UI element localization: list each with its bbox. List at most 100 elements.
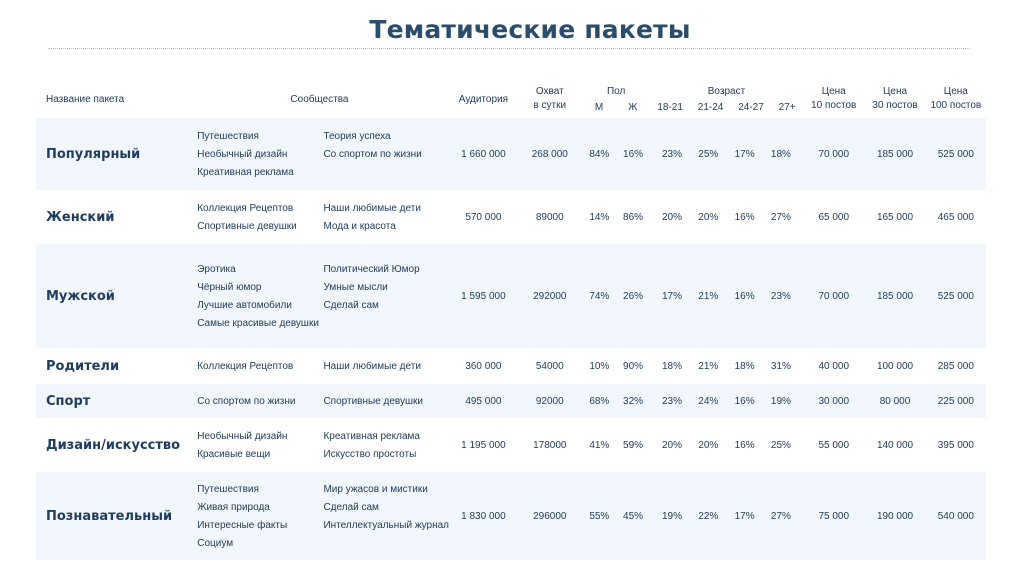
price-30-value: 190 000 (864, 472, 926, 560)
reach-value: 92000 (517, 384, 583, 418)
table-body: Популярный Путешествия Необычный дизайн Кре… (36, 118, 986, 560)
audience-value: 1 595 000 (449, 244, 518, 348)
package-name: Популярный (36, 118, 190, 190)
communities-cell: Эротика Чёрный юмор Лучшие автомобили Самые… (189, 244, 450, 348)
communities-col-2: Мир ужасов и мистики Сделай сам Интеллекту… (323, 483, 449, 550)
header-price-30-line1: Цена (882, 86, 908, 97)
age-value: 25% (698, 148, 719, 160)
price-10-value: 70 000 (803, 118, 865, 190)
table-row: Женский Коллекция Рецептов Спортивные деву… (36, 190, 986, 244)
communities-col-2: Спортивные девушки (323, 395, 449, 408)
header-price-10: Цена 10 постов (803, 80, 864, 118)
community-item: Наши любимые дети (323, 360, 421, 372)
header-reach: Охват в сутки (517, 80, 582, 118)
age-value: 22% (698, 510, 719, 522)
header-age-group: 18-21 (657, 101, 683, 113)
reach-value: 268 000 (517, 118, 583, 190)
age-value: 16% (734, 290, 755, 302)
gender-cell: 84% 16% (582, 118, 650, 190)
title-divider (48, 48, 970, 49)
table-row: Спорт Со спортом по жизни Спортивные девуш… (36, 384, 986, 418)
header-age: Возраст 18-21 21-24 24-27 27+ (650, 80, 803, 118)
audience-value: 570 000 (449, 190, 518, 244)
audience-value: 495 000 (449, 384, 518, 418)
age-cell: 20% 20% 16% 27% (649, 190, 804, 244)
header-price-10-line2: 10 постов (811, 100, 857, 111)
community-item: Сделай сам (323, 501, 379, 513)
community-item: Чёрный юмор (197, 281, 262, 293)
communities-col-1: Путешествия Необычный дизайн Креативная ре… (197, 130, 323, 179)
header-age-group: 24-27 (738, 101, 764, 113)
header-price-100-line2: 100 постов (930, 100, 982, 111)
gender-f-value: 26% (623, 290, 644, 302)
community-item: Путешествия (197, 483, 259, 495)
age-value: 18% (662, 360, 683, 372)
community-item: Искусство простоты (323, 448, 417, 460)
communities-cell: Со спортом по жизни Спортивные девушки (189, 384, 450, 418)
gender-m-value: 68% (589, 395, 610, 407)
age-value: 16% (734, 395, 755, 407)
age-value: 17% (734, 510, 755, 522)
reach-value: 54000 (517, 348, 583, 384)
communities-col-2: Политический Юмор Умные мысли Сделай сам (323, 263, 449, 330)
gender-m-value: 84% (589, 148, 610, 160)
gender-m-value: 55% (589, 510, 610, 522)
price-30-value: 185 000 (864, 244, 926, 348)
header-gender-label: Пол (606, 85, 626, 97)
header-gender-f: Ж (628, 101, 638, 113)
package-name: Познавательный (36, 472, 190, 560)
communities-col-1: Коллекция Рецептов (197, 360, 323, 373)
header-price-30: Цена 30 постов (864, 80, 925, 118)
price-10-value: 65 000 (803, 190, 865, 244)
audience-value: 1 195 000 (449, 418, 518, 472)
age-value: 20% (698, 439, 719, 451)
price-100-value: 540 000 (925, 472, 986, 560)
gender-cell: 68% 32% (582, 384, 650, 418)
price-30-value: 185 000 (864, 118, 926, 190)
gender-cell: 10% 90% (582, 348, 650, 384)
package-name: Родители (36, 348, 190, 384)
gender-m-value: 74% (589, 290, 610, 302)
community-item: Социум (197, 537, 234, 549)
age-value: 18% (734, 360, 755, 372)
community-item: Теория успеха (323, 130, 391, 142)
age-value: 27% (770, 211, 791, 223)
age-value: 17% (734, 148, 755, 160)
community-item: Со спортом по жизни (197, 395, 296, 407)
community-item: Самые красивые девушки (197, 317, 319, 329)
communities-cell: Необычный дизайн Красивые вещи Креативная … (189, 418, 450, 472)
community-item: Умные мысли (323, 281, 388, 293)
age-value: 31% (770, 360, 791, 372)
gender-f-value: 59% (623, 439, 644, 451)
community-item: Эротика (197, 263, 236, 275)
gender-cell: 14% 86% (582, 190, 650, 244)
header-price-30-line2: 30 постов (872, 100, 918, 111)
price-100-value: 525 000 (925, 244, 986, 348)
gender-m-value: 14% (589, 211, 610, 223)
age-cell: 19% 22% 17% 27% (649, 472, 804, 560)
age-value: 23% (662, 148, 683, 160)
communities-col-1: Необычный дизайн Красивые вещи (197, 430, 323, 461)
age-value: 20% (698, 211, 719, 223)
gender-m-value: 41% (589, 439, 610, 451)
gender-m-value: 10% (589, 360, 610, 372)
header-name: Название пакета (46, 93, 125, 105)
price-100-value: 525 000 (925, 118, 986, 190)
header-reach-line2: в сутки (533, 100, 567, 111)
community-item: Креативная реклама (197, 166, 294, 178)
age-value: 16% (734, 211, 755, 223)
community-item: Мода и красота (323, 220, 396, 232)
gender-f-value: 16% (623, 148, 644, 160)
age-value: 17% (662, 290, 683, 302)
price-30-value: 80 000 (864, 384, 926, 418)
community-item: Креативная реклама (323, 430, 420, 442)
communities-col-2: Наши любимые дети Мода и красота (323, 202, 449, 233)
age-value: 24% (698, 395, 719, 407)
price-30-value: 140 000 (864, 418, 926, 472)
community-item: Интеллектуальный журнал (323, 519, 450, 531)
community-item: Необычный дизайн (197, 148, 288, 160)
age-value: 20% (662, 439, 683, 451)
community-item: Спортивные девушки (323, 395, 423, 407)
communities-col-2: Наши любимые дети (323, 360, 449, 373)
age-cell: 20% 20% 16% 25% (649, 418, 804, 472)
